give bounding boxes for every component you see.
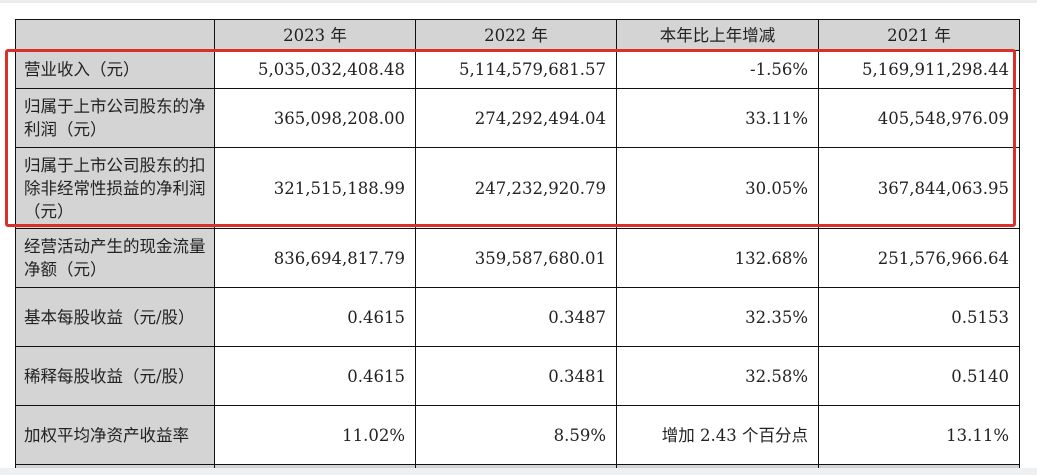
value-2023: 11.02% [214, 405, 416, 465]
table-row: 稀释每股收益（元/股） 0.4615 0.3481 32.58% 0.5140 [15, 346, 1020, 406]
value-2022: 0.3481 [415, 346, 617, 406]
table-row: 营业收入（元） 5,035,032,408.48 5,114,579,681.57-… [15, 50, 1020, 89]
value-2022: 359,587,680.01 [415, 228, 617, 288]
value-2021: 0.5153 [818, 287, 1020, 347]
value-change: 增加 2.43 个百分点 [616, 405, 819, 465]
value-2021: 5,169,911,298.44 [818, 50, 1020, 89]
value-2023: 0.4615 [214, 287, 416, 347]
value-2021: 251,576,966.64 [818, 228, 1020, 288]
value-change: 32.35% [616, 287, 819, 347]
value-2021: 405,548,976.09 [818, 88, 1020, 148]
value-2022: 8.59% [415, 405, 617, 465]
financial-summary-table: 2023 年 2022 年 本年比上年增减 2021 年 营业收入（元） 5,03… [15, 19, 1020, 470]
value-2022: 274,292,494.04 [415, 88, 617, 148]
value-2022: 247,232,920.79 [415, 147, 617, 229]
row-label: 加权平均净资产收益率 [15, 405, 215, 465]
value-2021: 0.5140 [818, 346, 1020, 406]
value-2021: 367,844,063.95 [818, 147, 1020, 229]
table-row: 加权平均净资产收益率 11.02% 8.59% 增加 2.43 个百分点 13.11% [15, 405, 1020, 465]
row-label: 归属于上市公司股东的净利润（元） [15, 88, 215, 148]
value-2023: 836,694,817.79 [214, 228, 416, 288]
table-row: 归属于上市公司股东的扣除非经常性损益的净利润（元） 321,515,188.99 2… [15, 147, 1020, 229]
value-2023: 5,035,032,408.48 [214, 50, 416, 89]
bottom-edge [0, 468, 1037, 475]
value-2022: 5,114,579,681.57 [415, 50, 617, 89]
row-label: 稀释每股收益（元/股） [15, 346, 215, 406]
header-change: 本年比上年增减 [616, 19, 819, 51]
value-2023: 321,515,188.99 [214, 147, 416, 229]
value-change: 30.05% [616, 147, 819, 229]
header-blank [15, 19, 215, 51]
row-label: 经营活动产生的现金流量净额（元） [15, 228, 215, 288]
value-change: 33.11% [616, 88, 819, 148]
header-2021: 2021 年 [818, 19, 1020, 51]
table-row: 归属于上市公司股东的净利润（元） 365,098,208.00 274,292,49… [15, 88, 1020, 148]
row-label: 归属于上市公司股东的扣除非经常性损益的净利润（元） [15, 147, 215, 229]
row-label: 营业收入（元） [15, 50, 215, 89]
table-row: 基本每股收益（元/股） 0.4615 0.3487 32.35% 0.5153 [15, 287, 1020, 347]
header-2023: 2023 年 [214, 19, 416, 51]
value-change: 32.58% [616, 346, 819, 406]
value-change: -1.56% [616, 50, 819, 89]
value-2022: 0.3487 [415, 287, 617, 347]
value-2023: 0.4615 [214, 346, 416, 406]
value-change: 132.68% [616, 228, 819, 288]
row-label: 基本每股收益（元/股） [15, 287, 215, 347]
table-row: 经营活动产生的现金流量净额（元） 836,694,817.79 359,587,68… [15, 228, 1020, 288]
header-2022: 2022 年 [415, 19, 617, 51]
top-edge [0, 0, 1037, 3]
table-header-row: 2023 年 2022 年 本年比上年增减 2021 年 [15, 19, 1020, 51]
value-2021: 13.11% [818, 405, 1020, 465]
value-2023: 365,098,208.00 [214, 88, 416, 148]
